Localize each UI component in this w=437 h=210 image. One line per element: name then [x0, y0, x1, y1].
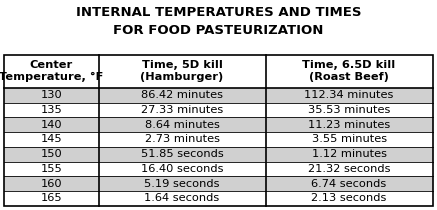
- Text: 27.33 minutes: 27.33 minutes: [141, 105, 223, 115]
- Text: 3.55 minutes: 3.55 minutes: [312, 134, 387, 144]
- Text: FOR FOOD PASTEURIZATION: FOR FOOD PASTEURIZATION: [113, 24, 324, 37]
- Text: 1.12 minutes: 1.12 minutes: [312, 149, 387, 159]
- Text: 11.23 minutes: 11.23 minutes: [308, 120, 390, 130]
- Text: 140: 140: [41, 120, 62, 130]
- Text: 86.42 minutes: 86.42 minutes: [141, 90, 223, 100]
- Text: 150: 150: [41, 149, 62, 159]
- Bar: [4, 55, 433, 206]
- Text: 21.32 seconds: 21.32 seconds: [308, 164, 390, 174]
- Bar: [4, 88, 433, 103]
- Text: 155: 155: [41, 164, 62, 174]
- Bar: [4, 176, 433, 191]
- Text: 135: 135: [41, 105, 62, 115]
- Text: Center
Temperature, °F: Center Temperature, °F: [0, 60, 104, 82]
- Text: INTERNAL TEMPERATURES AND TIMES: INTERNAL TEMPERATURES AND TIMES: [76, 6, 361, 19]
- Text: 145: 145: [41, 134, 62, 144]
- Text: 1.64 seconds: 1.64 seconds: [145, 193, 220, 203]
- Bar: [4, 147, 433, 161]
- Text: 51.85 seconds: 51.85 seconds: [141, 149, 223, 159]
- Text: 35.53 minutes: 35.53 minutes: [308, 105, 390, 115]
- Text: 130: 130: [41, 90, 62, 100]
- Text: 5.19 seconds: 5.19 seconds: [144, 179, 220, 189]
- Text: Time, 6.5D kill
(Roast Beef): Time, 6.5D kill (Roast Beef): [302, 60, 396, 82]
- Text: 160: 160: [41, 179, 62, 189]
- Text: 16.40 seconds: 16.40 seconds: [141, 164, 223, 174]
- Text: 6.74 seconds: 6.74 seconds: [312, 179, 387, 189]
- Text: 8.64 minutes: 8.64 minutes: [145, 120, 219, 130]
- Text: 165: 165: [41, 193, 62, 203]
- Text: 2.73 minutes: 2.73 minutes: [145, 134, 220, 144]
- Text: Time, 5D kill
(Hamburger): Time, 5D kill (Hamburger): [140, 60, 224, 82]
- Bar: [4, 117, 433, 132]
- Text: 112.34 minutes: 112.34 minutes: [305, 90, 394, 100]
- Text: 2.13 seconds: 2.13 seconds: [312, 193, 387, 203]
